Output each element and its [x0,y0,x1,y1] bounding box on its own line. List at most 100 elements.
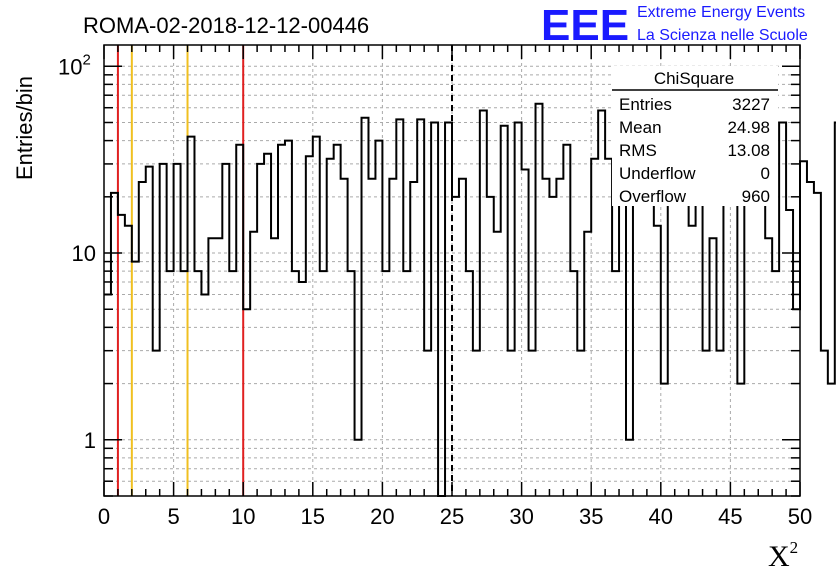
x-tick-label: 25 [440,504,464,529]
histogram-bin [118,215,125,496]
histogram-bin [737,384,744,496]
histogram-bin [271,238,278,496]
histogram-bin [299,282,306,496]
histogram-bin [515,122,522,496]
histogram-bin [334,145,341,496]
histogram-bin [598,110,605,496]
histogram-bin [529,351,536,496]
histogram-bin [355,440,362,496]
x-axis-label: X2 [768,538,798,572]
stats-row-value: 960 [742,187,770,206]
histogram-bin [689,226,696,496]
histogram-bin [188,137,195,496]
stats-row-value: 0 [761,164,770,183]
x-tick-label: 5 [167,504,179,529]
histogram-bin [146,167,153,496]
histogram-bin [194,271,201,496]
histogram-bin [675,164,682,496]
histogram-bin [201,294,208,496]
histogram-bin [292,271,299,496]
histogram-bin [570,271,577,496]
histogram-bin [716,351,723,496]
eee-logo-line2: La Scienza nelle Scuole [637,27,808,44]
histogram-bin [285,141,292,496]
histogram-bin [257,164,264,496]
x-tick-label: 15 [301,504,325,529]
histogram-bin [814,193,821,496]
histogram-bin [800,161,807,496]
histogram-bin [153,351,160,496]
histogram-bin [403,271,410,496]
histogram-bin [167,271,174,496]
histogram-bin [828,384,835,496]
eee-logo: EEE Extreme Energy Events La Scienza nel… [541,1,808,50]
histogram-bin [730,170,737,496]
stats-row-label: Overflow [619,187,687,206]
histogram-bin [563,145,570,496]
stats-row-label: Mean [619,118,662,137]
stats-title: ChiSquare [654,69,734,88]
tick-labels: 0 5 10 15 20 25 30 35 40 45 50 1 10 102 [58,51,812,529]
histogram-bin [375,141,382,496]
histogram-bin [473,351,480,496]
histogram-bin [452,197,459,496]
stats-row-value: 24.98 [727,118,770,137]
histogram-bin [348,271,355,496]
histogram-bin [487,197,494,496]
eee-logo-text: EEE [541,1,629,50]
histogram-bin [222,164,229,496]
histogram-bin [584,232,591,496]
histogram-bin [104,294,111,496]
histogram-bin [542,179,549,496]
histogram-bin [243,309,250,496]
histogram-bin [765,238,772,496]
histogram-bin [160,164,167,496]
histogram-bin [522,170,529,496]
histogram-bin [772,271,779,496]
histogram-bin [480,110,487,496]
histogram-bin [306,156,313,496]
histogram-bin [556,179,563,496]
histogram-bin [389,179,396,496]
histogram-bin [549,197,556,496]
histogram-bin [250,232,257,496]
histogram-bin [445,122,452,496]
histogram-bin [278,145,285,496]
histogram-bin [605,159,612,496]
eee-logo-line1: Extreme Energy Events [637,4,805,21]
histogram-bin [640,159,647,496]
histogram-bin [382,271,389,496]
histogram-bin [132,262,139,496]
histogram-bin [264,154,271,496]
histogram-bin [821,351,828,496]
stats-box: ChiSquare Entries 3227 Mean 24.98 RMS 13.08 Un… [612,66,778,206]
histogram-bin [647,189,654,496]
histogram-bin [612,271,619,496]
histogram-bin [174,164,181,496]
stats-row-label: Entries [619,95,672,114]
histogram-bin [215,238,222,496]
histogram-bin [368,179,375,496]
x-tick-label: 0 [98,504,110,529]
stats-row-label: Underflow [619,164,696,183]
chart-title: ROMA-02-2018-12-12-00446 [83,13,369,38]
stats-row-label: RMS [619,141,657,160]
histogram-bin [682,179,689,496]
histogram-bin [417,119,424,496]
stats-row-value: 13.08 [727,141,770,160]
histogram-bin [431,122,438,496]
histogram-bin [396,119,403,496]
histogram-bin [661,384,668,496]
histogram-bin [577,351,584,496]
x-tick-label: 40 [649,504,673,529]
x-tick-label: 10 [231,504,255,529]
histogram-bin [466,271,473,496]
histogram-bin [327,159,334,496]
histogram-bin [508,351,515,496]
y-axis-label: Entries/bin [12,76,37,180]
x-tick-label: 45 [718,504,742,529]
histogram-bin [236,145,243,496]
histogram-bin [536,104,543,496]
x-tick-label: 50 [788,504,812,529]
